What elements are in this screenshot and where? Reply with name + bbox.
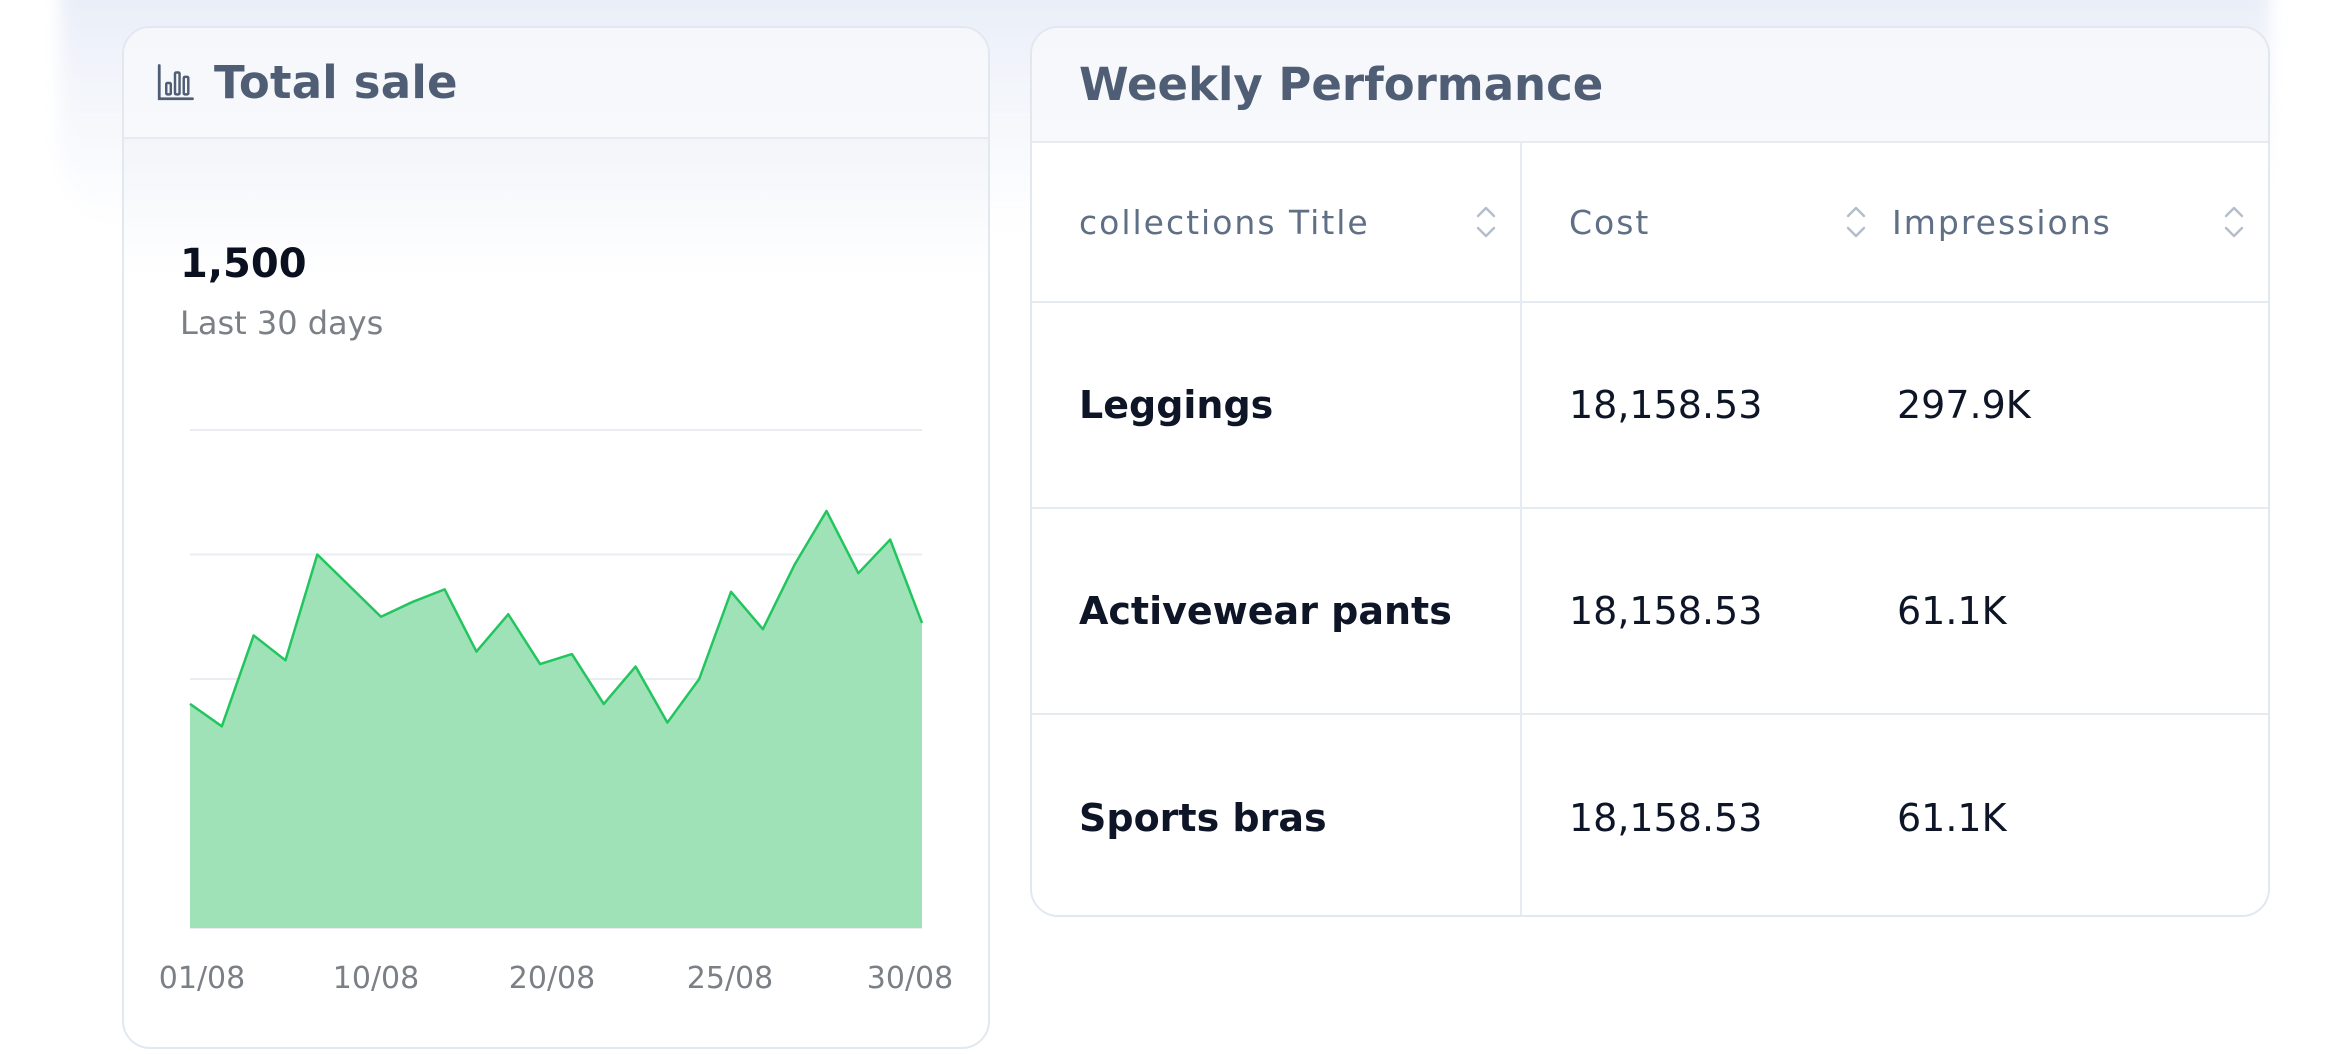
table-row[interactable]: Activewear pants 18,158.53 61.1K	[1032, 509, 2268, 715]
chart-x-tick-label: 10/08	[333, 961, 419, 996]
performance-table: collections Title Cost Impressions	[1032, 141, 2268, 915]
column-header-cost[interactable]: Cost	[1569, 143, 1869, 301]
weekly-performance-title: Weekly Performance	[1079, 58, 1604, 111]
sort-icon[interactable]	[1843, 202, 1869, 242]
table-row[interactable]: Sports bras 18,158.53 61.1K	[1032, 715, 2268, 915]
cell-impressions: 297.9K	[1897, 383, 2031, 427]
chart-x-tick-label: 20/08	[509, 961, 595, 996]
total-sale-header: Total sale	[124, 28, 988, 139]
cell-cost: 18,158.53	[1569, 589, 1763, 633]
column-header-collections-title[interactable]: collections Title	[1079, 143, 1499, 301]
chart-area-fill	[190, 510, 922, 928]
column-header-label: collections Title	[1079, 202, 1370, 242]
sort-icon[interactable]	[2221, 202, 2247, 242]
metric-value: 1,500	[180, 241, 307, 287]
column-divider	[1520, 509, 1522, 713]
sales-area-chart: 01/08 10/08 20/08 25/08 30/08	[159, 429, 953, 996]
chart-series-line	[189, 509, 924, 728]
bar-chart-icon	[157, 63, 194, 100]
column-divider	[1520, 303, 1522, 507]
metric-period: Last 30 days	[180, 304, 384, 342]
total-sale-title: Total sale	[214, 56, 458, 109]
cell-impressions: 61.1K	[1897, 589, 2007, 633]
total-sale-card: Total sale 1,500 Last 30 days 01/08 10/08…	[122, 26, 990, 1049]
cell-collection-title: Sports bras	[1079, 796, 1327, 840]
table-header-row: collections Title Cost Impressions	[1032, 141, 2268, 303]
sort-icon[interactable]	[1473, 202, 1499, 242]
weekly-performance-card: Weekly Performance collections Title Cos…	[1030, 26, 2270, 917]
column-header-label: Cost	[1569, 202, 1651, 242]
weekly-performance-header: Weekly Performance	[1032, 28, 2268, 142]
chart-x-tick-label: 30/08	[867, 961, 953, 996]
cell-impressions: 61.1K	[1897, 796, 2007, 840]
column-divider	[1520, 143, 1522, 301]
cell-collection-title: Leggings	[1079, 383, 1274, 427]
table-row[interactable]: Leggings 18,158.53 297.9K	[1032, 303, 2268, 509]
column-divider	[1520, 715, 1522, 915]
cell-collection-title: Activewear pants	[1079, 589, 1452, 633]
chart-x-tick-label: 25/08	[687, 961, 773, 996]
column-header-impressions[interactable]: Impressions	[1892, 143, 2247, 301]
header-fade	[124, 139, 988, 279]
cell-cost: 18,158.53	[1569, 796, 1763, 840]
cell-cost: 18,158.53	[1569, 383, 1763, 427]
column-header-label: Impressions	[1892, 202, 2112, 242]
chart-x-tick-label: 01/08	[159, 961, 245, 996]
